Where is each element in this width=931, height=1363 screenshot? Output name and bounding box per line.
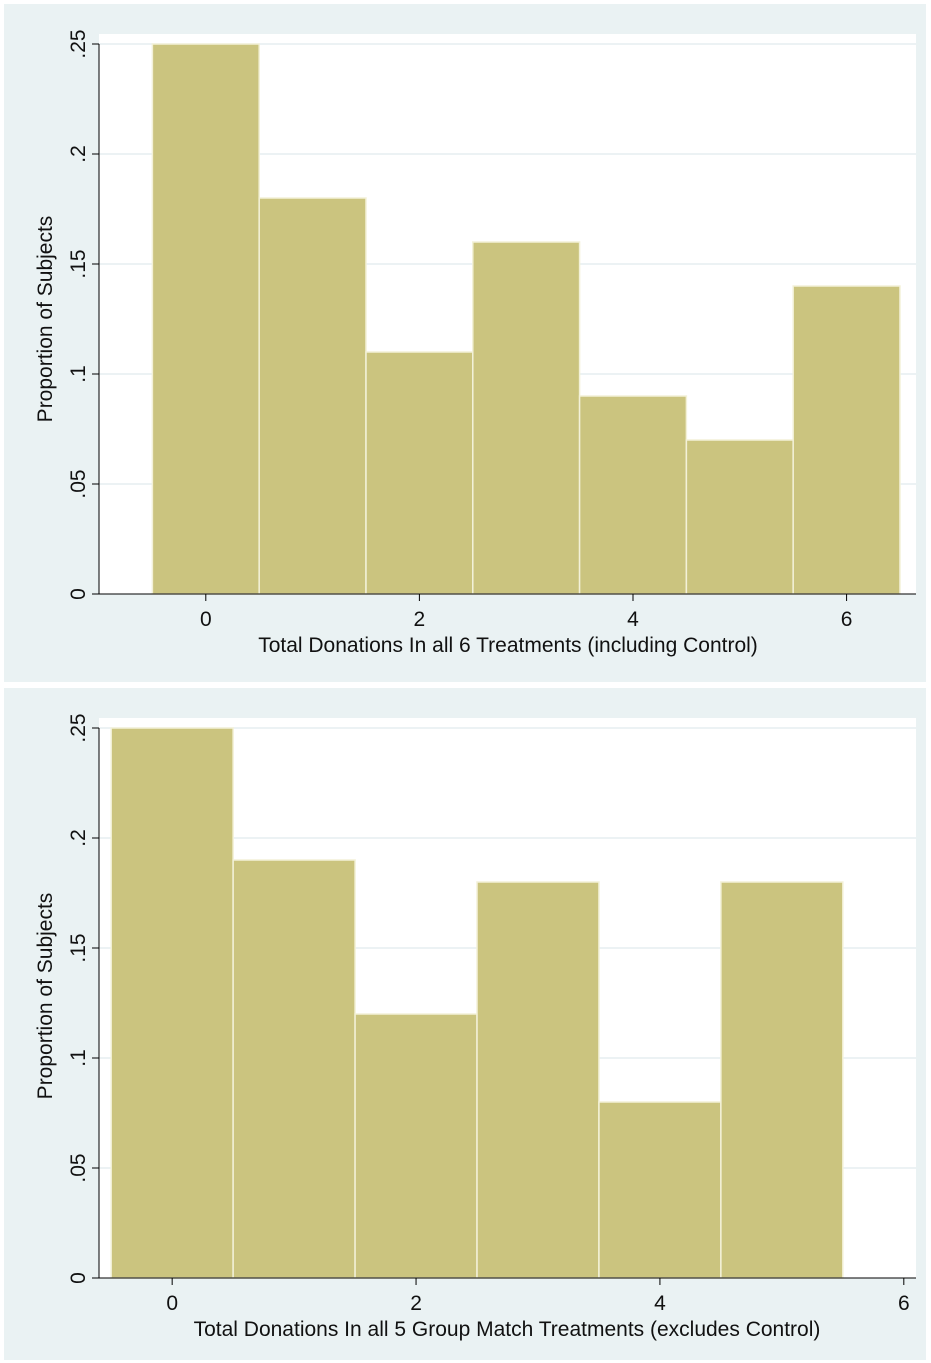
y-tick-label: .15 <box>67 249 90 278</box>
y-tick-label: .05 <box>67 469 90 498</box>
histogram-bar <box>232 859 356 1279</box>
histogram-bar <box>476 881 600 1279</box>
histogram-panel-group-match: 0 .05 .1 .15 .2 .25 0 2 4 6 Proportion of Subjects… <box>4 688 926 1360</box>
y-tick-label: .2 <box>67 145 90 163</box>
y-tick-label: .25 <box>67 29 90 58</box>
x-tick-label: 6 <box>841 608 853 631</box>
histogram-bar <box>720 881 844 1279</box>
histogram-bar <box>151 43 260 595</box>
histogram-chart: 0 .05 .1 .15 .2 .25 0 2 4 6 Proportion of Subjects… <box>34 713 916 1341</box>
y-axis-title: Proportion of Subjects <box>34 893 57 1100</box>
x-tick-label: 0 <box>166 1292 178 1315</box>
y-tick-label: 0 <box>67 588 90 600</box>
y-tick-label: .2 <box>67 829 90 847</box>
x-axis-title: Total Donations In all 6 Treatments (inc… <box>258 634 758 657</box>
x-tick-label: 2 <box>410 1292 422 1315</box>
x-tick-label: 4 <box>654 1292 666 1315</box>
y-tick-label: .1 <box>67 365 90 383</box>
y-tick-label: .15 <box>67 933 90 962</box>
histogram-bar <box>685 439 794 595</box>
y-axis-title: Proportion of Subjects <box>34 216 57 423</box>
x-tick-label: 4 <box>627 608 639 631</box>
histogram-bar <box>792 285 901 595</box>
histogram-panel-all-treatments: 0 .05 .1 .15 .2 .25 0 2 4 6 Proportion of Subjects… <box>4 4 926 682</box>
histogram-bar <box>472 241 581 595</box>
x-tick-label: 6 <box>898 1292 910 1315</box>
x-tick-label: 2 <box>414 608 426 631</box>
histogram-bar <box>258 197 367 595</box>
histogram-bar <box>598 1101 722 1279</box>
histogram-bar <box>110 727 234 1279</box>
y-tick-label: .05 <box>67 1153 90 1182</box>
y-tick-label: .25 <box>67 713 90 742</box>
histogram-chart: 0 .05 .1 .15 .2 .25 0 2 4 6 Proportion of Subjects… <box>34 29 916 657</box>
x-tick-label: 0 <box>200 608 212 631</box>
histogram-bar <box>365 351 474 595</box>
histogram-bar <box>578 395 688 595</box>
y-tick-label: 0 <box>67 1272 90 1284</box>
x-axis-title: Total Donations In all 5 Group Match Tre… <box>194 1318 821 1341</box>
y-tick-label: .1 <box>67 1049 90 1067</box>
histogram-bar <box>354 1013 478 1279</box>
